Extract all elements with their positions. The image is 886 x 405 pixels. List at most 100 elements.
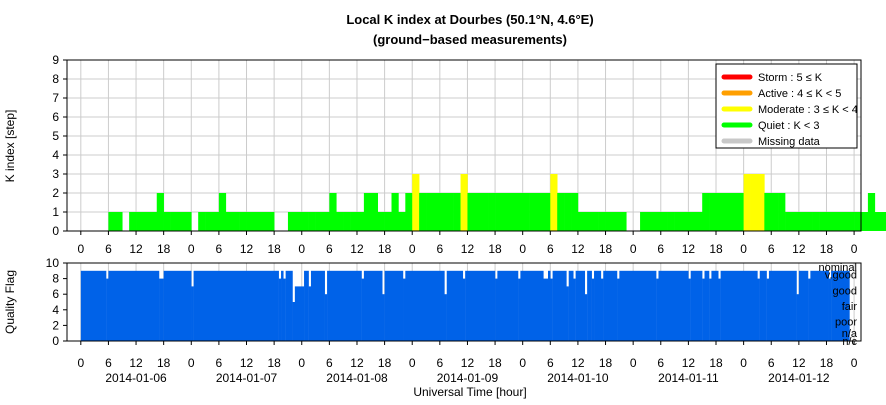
kindex-bar — [612, 212, 620, 231]
kindex-x-tick-label: 18 — [820, 242, 834, 256]
kindex-x-tick-label: 0 — [409, 242, 416, 256]
kindex-x-tick-label: 18 — [709, 242, 723, 256]
kindex-bar — [688, 212, 696, 231]
chart-subtitle: (ground−based measurements) — [373, 32, 567, 47]
quality-bar — [690, 270, 703, 341]
kindex-x-tick-label: 12 — [350, 242, 364, 256]
kindex-bar — [826, 212, 834, 231]
quality-bar — [495, 278, 498, 341]
kindex-bar — [398, 212, 406, 231]
quality-x-tick-label: 12 — [682, 356, 696, 370]
kindex-bar — [529, 193, 537, 231]
quality-x-tick-label: 0 — [298, 356, 305, 370]
kindex-bar — [681, 212, 689, 231]
quality-bar — [106, 278, 109, 341]
quality-bar — [294, 286, 305, 341]
kindex-bar — [577, 212, 586, 231]
kindex-x-tick-label: 12 — [792, 242, 806, 256]
x-axis-label: Universal Time [hour] — [413, 385, 526, 399]
kindex-bar — [218, 193, 227, 231]
quality-bar — [757, 278, 760, 341]
kindex-x-tick-label: 6 — [216, 242, 223, 256]
kindex-x-tick-label: 0 — [188, 242, 195, 256]
quality-bar — [384, 270, 404, 341]
quality-bar — [462, 278, 466, 341]
quality-bar — [810, 270, 829, 341]
kindex-bar — [108, 212, 116, 231]
quality-x-tick-label: 0 — [740, 356, 747, 370]
quality-x-tick-label: 0 — [188, 356, 195, 370]
quality-bar — [591, 278, 595, 341]
quality-bar — [465, 270, 496, 341]
quality-bar — [446, 270, 464, 341]
kindex-bar — [646, 212, 655, 231]
quality-bar — [720, 270, 758, 341]
quality-bar — [587, 270, 592, 341]
kindex-bar — [867, 193, 876, 231]
kindex-bar — [847, 212, 855, 231]
date-label: 2014-01-06 — [105, 371, 167, 385]
kindex-x-tick-label: 18 — [488, 242, 502, 256]
kindex-x-tick-label: 6 — [105, 242, 112, 256]
quality-bar — [688, 278, 691, 341]
quality-bar — [444, 294, 447, 341]
kindex-bar — [778, 193, 786, 231]
kindex-y-tick-label: 5 — [52, 129, 59, 143]
kindex-bar — [170, 212, 178, 231]
quality-bar — [308, 286, 312, 341]
kindex-bar — [149, 212, 158, 231]
chart-title: Local K index at Dourbes (50.1°N, 4.6°E) — [346, 12, 593, 27]
date-label: 2014-01-07 — [216, 371, 278, 385]
kindex-bar — [729, 193, 738, 231]
kindex-bar — [619, 212, 627, 231]
quality-bar — [304, 270, 309, 341]
kindex-bar — [232, 212, 240, 231]
kindex-bar — [432, 193, 441, 231]
quality-bars — [80, 270, 850, 341]
quality-bar — [711, 270, 719, 341]
kindex-bar — [211, 212, 220, 231]
quality-bar — [497, 270, 519, 341]
kindex-bar — [205, 212, 213, 231]
kindex-bar — [501, 193, 510, 231]
kindex-x-tick-label: 12 — [461, 242, 475, 256]
kindex-bar — [695, 212, 703, 231]
quality-y-tick-label: 0 — [52, 334, 59, 348]
quality-bar — [108, 270, 160, 341]
kindex-bar — [653, 212, 662, 231]
quality-bar — [575, 270, 586, 341]
kindex-bar — [350, 212, 358, 231]
quality-level-label: nominal — [818, 262, 857, 274]
quality-bar — [584, 294, 588, 341]
kindex-x-tick-label: 18 — [157, 242, 171, 256]
quality-bar — [808, 278, 811, 341]
quality-bar — [768, 270, 797, 341]
quality-bar — [566, 286, 569, 341]
kindex-bar — [184, 212, 192, 231]
kindex-x-tick-label: 0 — [851, 242, 858, 256]
quality-bar — [831, 270, 850, 341]
quality-x-tick-label: 6 — [547, 356, 554, 370]
legend: Storm : 5 ≤ K Active : 4 ≤ K < 5 Moderate … — [715, 63, 858, 149]
quality-bar — [292, 302, 296, 341]
kindex-bar — [564, 193, 572, 231]
quality-x-axis: 0 6 12 18 0 6 12 18 0 6 12 18 0 6 12 18 0 6 12 18 0 6 12 18 0 6 12… — [77, 341, 858, 370]
quality-x-tick-label: 18 — [378, 356, 392, 370]
quality-bar — [281, 270, 284, 341]
kindex-bar — [129, 212, 137, 231]
kindex-y-tick-label: 7 — [52, 91, 59, 105]
quality-x-tick-label: 18 — [267, 356, 281, 370]
quality-x-tick-label: 12 — [461, 356, 475, 370]
kindex-bar — [722, 193, 731, 231]
kindex-x-tick-label: 18 — [378, 242, 392, 256]
kindex-x-tick-label: 6 — [436, 242, 443, 256]
quality-bar — [163, 270, 192, 341]
kindex-bar — [322, 212, 330, 231]
quality-bar — [543, 278, 549, 341]
kindex-bar — [557, 193, 565, 231]
kindex-bar — [405, 193, 413, 231]
kindex-bar — [136, 212, 144, 231]
kindex-x-tick-label: 0 — [630, 242, 637, 256]
kindex-y-tick-label: 9 — [52, 53, 59, 67]
